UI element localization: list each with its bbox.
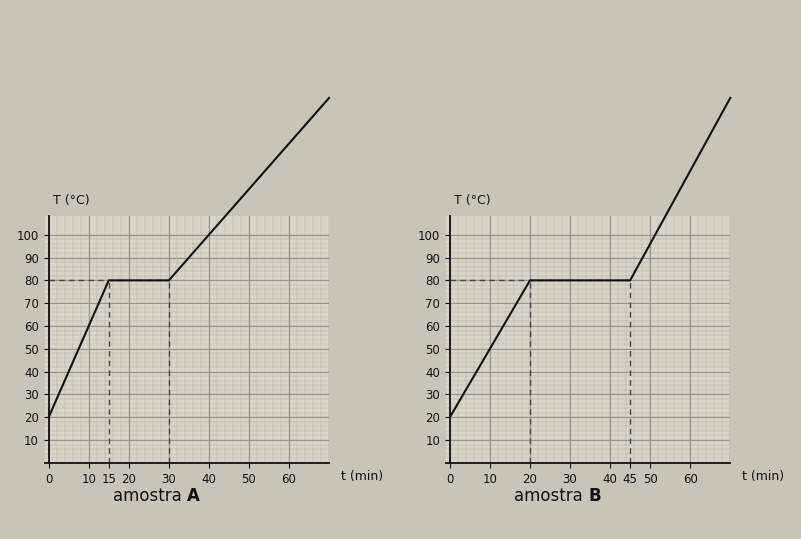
Text: amostra: amostra [514,487,588,506]
Text: amostra: amostra [113,487,187,506]
Text: t (min): t (min) [743,469,784,482]
Text: A: A [187,487,199,506]
Text: t (min): t (min) [341,469,383,482]
Text: B: B [588,487,601,506]
Text: T (°C): T (°C) [53,195,89,208]
Text: T (°C): T (°C) [454,195,490,208]
